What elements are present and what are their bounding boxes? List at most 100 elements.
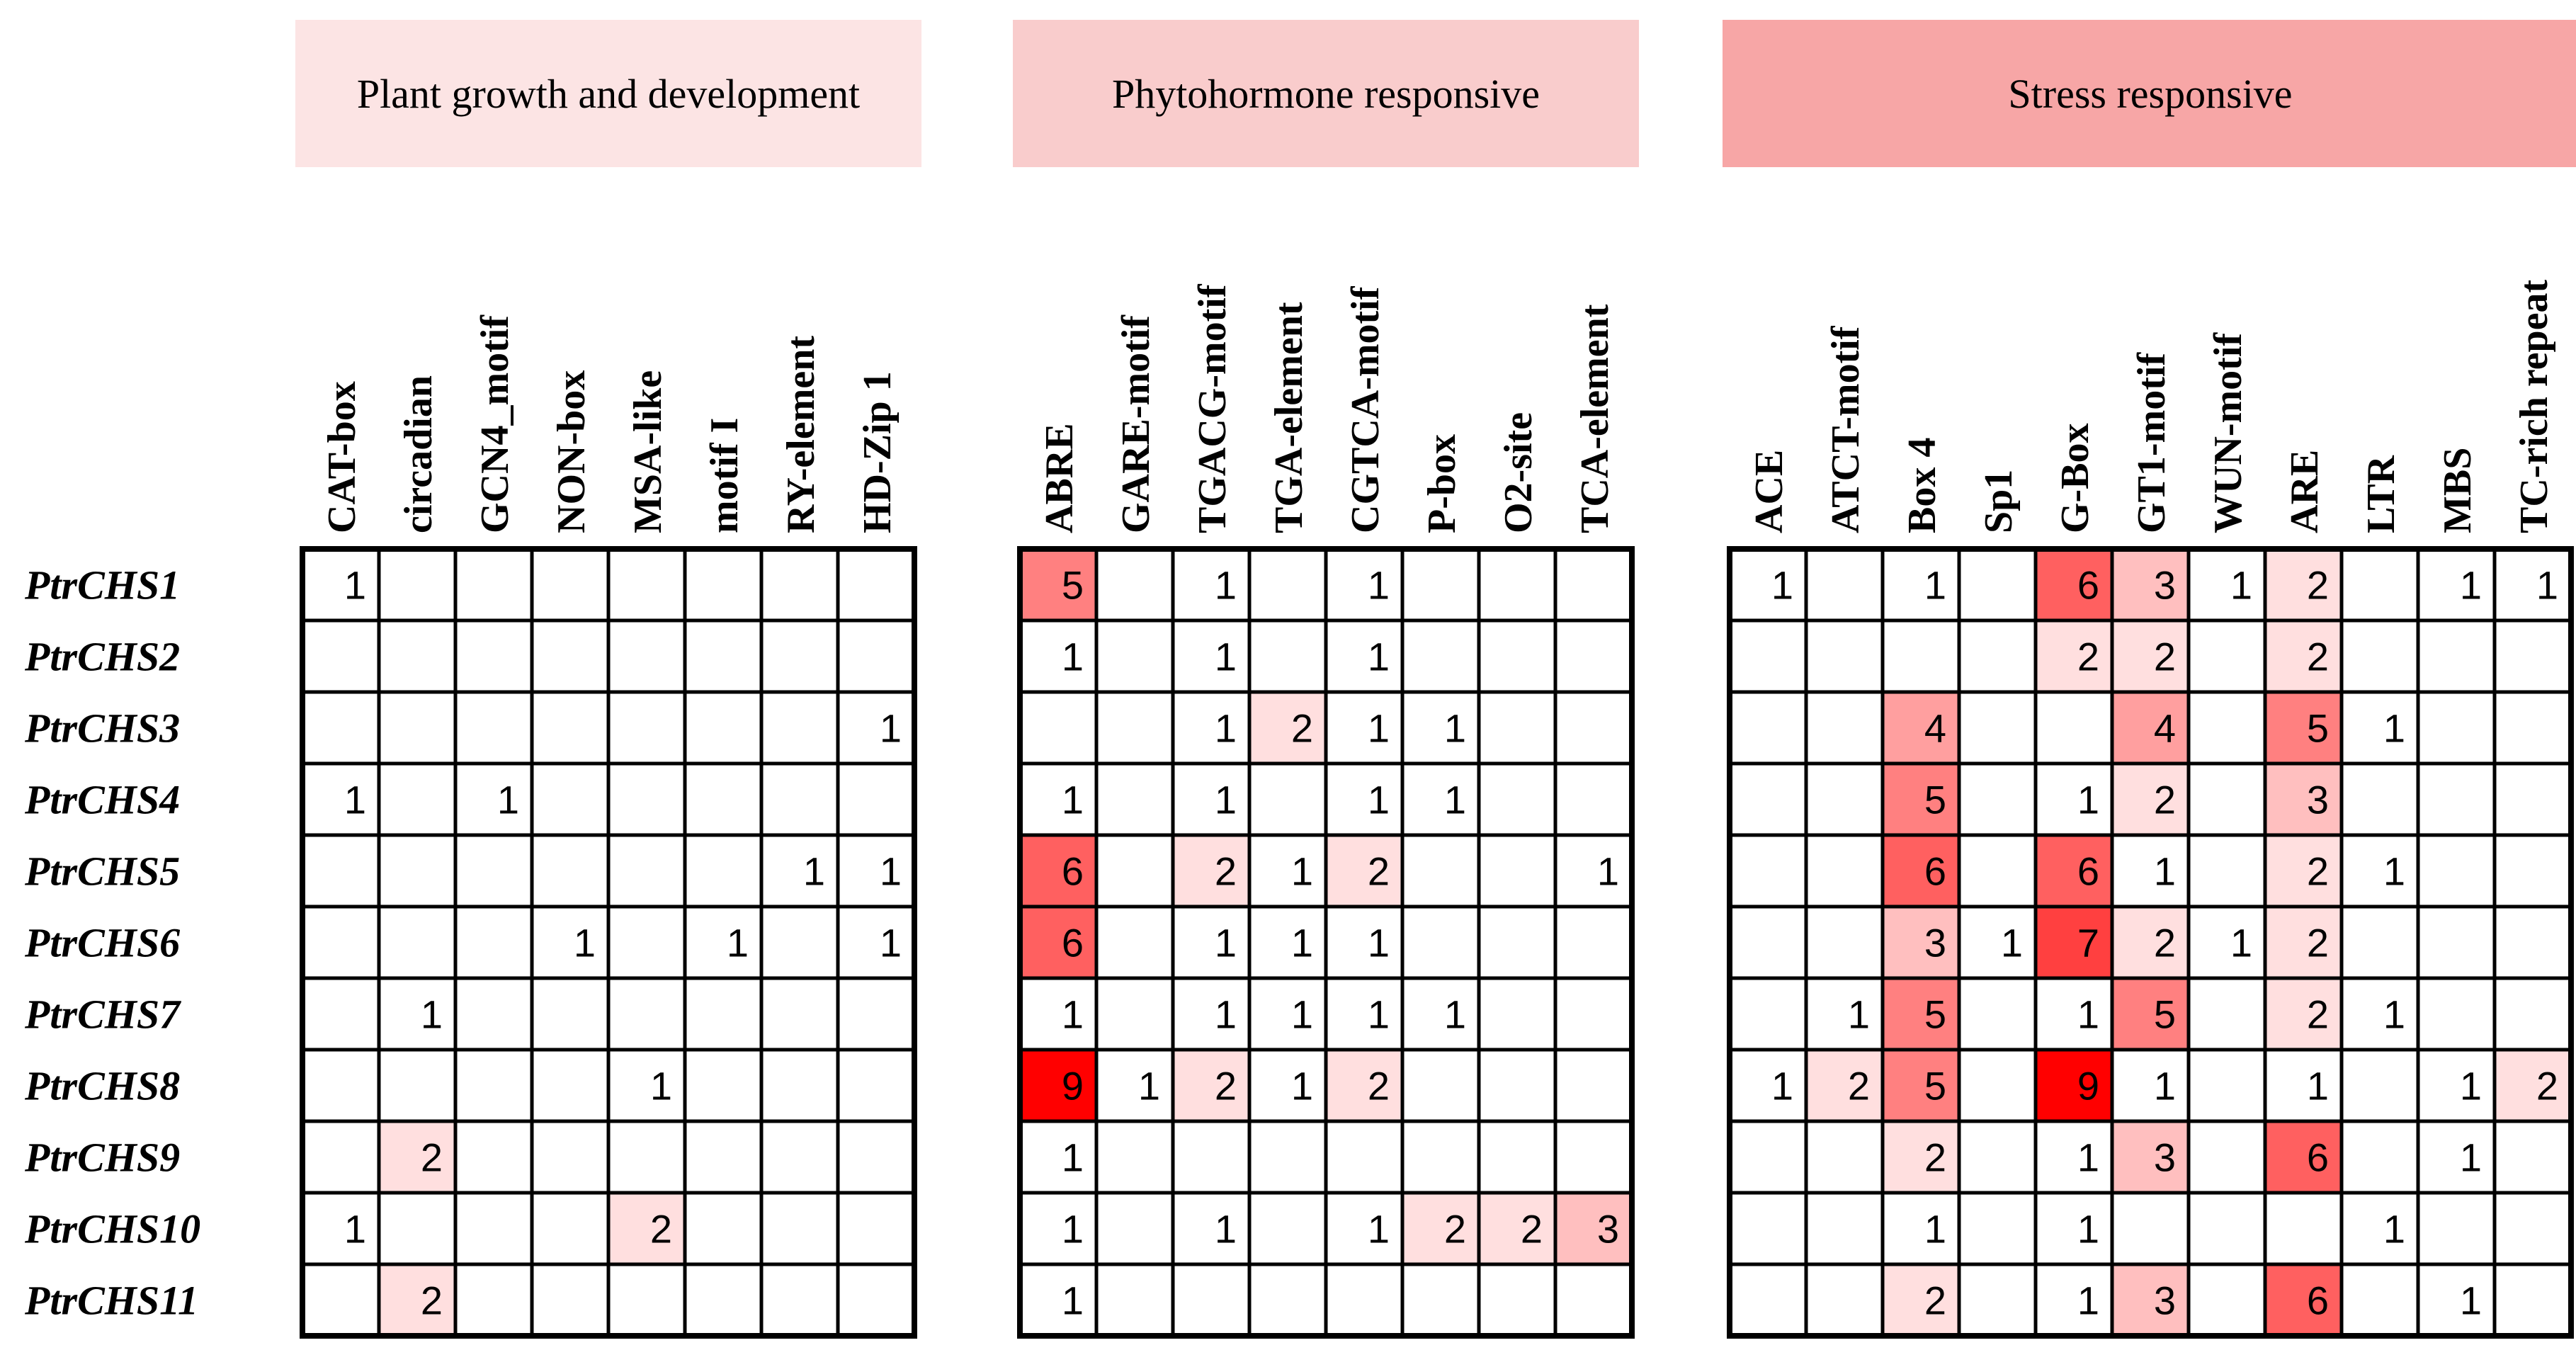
row-label-ptrchs6: PtrCHS6 (24, 920, 180, 966)
column-label-hd-zip-1: HD-Zip 1 (856, 371, 900, 533)
heatmap-cell-ptrchs8-ry-element (759, 1048, 840, 1123)
heatmap-cell-ptrchs9-are (2263, 1119, 2344, 1195)
cell-value-ptrchs4-box-4: 5 (1924, 778, 1946, 822)
heatmap-cell-ptrchs9-hd-zip-1 (836, 1119, 917, 1195)
column-label-motif-i: motif I (703, 418, 747, 533)
cell-value-ptrchs7-g-box: 1 (2077, 992, 2099, 1037)
cell-value-ptrchs8-tga-element: 1 (1291, 1064, 1313, 1108)
cell-value-ptrchs6-are: 2 (2307, 921, 2329, 965)
heatmap-cell-ptrchs7-mbs (2416, 976, 2497, 1052)
cell-value-ptrchs5-tca-element: 1 (1597, 849, 1619, 894)
heatmap-cell-ptrchs11-tga-element (1247, 1262, 1328, 1338)
heatmap-cell-ptrchs4-p-box (1400, 761, 1481, 837)
heatmap-cell-ptrchs7-ry-element (759, 976, 840, 1052)
heatmap-cell-ptrchs4-g-box (2033, 761, 2114, 837)
cell-value-ptrchs3-hd-zip-1: 1 (880, 706, 902, 751)
cell-value-ptrchs10-msa-like: 2 (650, 1207, 672, 1252)
cell-value-ptrchs7-tga-element: 1 (1291, 992, 1313, 1037)
cell-value-ptrchs10-cgtca-motif: 1 (1368, 1207, 1390, 1252)
heatmap-cell-ptrchs11-gcn4-motif (453, 1262, 534, 1338)
heatmap-cell-ptrchs2-p-box (1400, 618, 1481, 694)
heatmap-cell-ptrchs3-ry-element (759, 690, 840, 766)
cell-value-ptrchs8-gare-motif: 1 (1138, 1064, 1160, 1108)
heatmap-cell-ptrchs5-mbs (2416, 833, 2497, 909)
cell-value-ptrchs11-circadian: 2 (421, 1278, 443, 1323)
heatmap-cell-ptrchs1-sp1 (1957, 547, 2038, 623)
cell-value-ptrchs5-ltr: 1 (2383, 849, 2405, 894)
heatmap-cell-ptrchs9-motif-i (683, 1119, 764, 1195)
column-label-circadian: circadian (397, 375, 441, 533)
heatmap-cell-ptrchs10-circadian (377, 1191, 458, 1266)
heatmap-cell-ptrchs6-cat-box (300, 904, 381, 980)
heatmap-cell-ptrchs3-gcn4-motif (453, 690, 534, 766)
heatmap-cell-ptrchs8-hd-zip-1 (836, 1048, 917, 1123)
heatmap-cell-ptrchs4-hd-zip-1 (836, 761, 917, 837)
heatmap-cell-ptrchs2-atct-motif (1804, 618, 1885, 694)
cell-value-ptrchs9-g-box: 1 (2077, 1135, 2099, 1180)
heatmap-cell-ptrchs9-o2-site (1477, 1119, 1557, 1195)
column-label-cat-box: CAT-box (320, 381, 364, 533)
heatmap-cell-ptrchs2-tgacg-motif (1171, 618, 1252, 694)
heatmap-cell-ptrchs4-motif-i (683, 761, 764, 837)
heatmap-cell-ptrchs8-o2-site (1477, 1048, 1557, 1123)
heatmap-cell-ptrchs11-circadian (377, 1262, 458, 1338)
heatmap-cell-ptrchs5-ltr (2339, 833, 2420, 909)
cell-value-ptrchs1-wun-motif: 1 (2230, 563, 2252, 608)
heatmap-cell-ptrchs3-mbs (2416, 690, 2497, 766)
heatmap-cell-ptrchs5-tga-element (1247, 833, 1328, 909)
cell-value-ptrchs5-ry-element: 1 (803, 849, 825, 894)
heatmap-cell-ptrchs6-box-4 (1880, 904, 1961, 980)
column-label-mbs: MBS (2436, 448, 2480, 533)
heatmap-cell-ptrchs2-msa-like (606, 618, 687, 694)
heatmap-cell-ptrchs11-tgacg-motif (1171, 1262, 1252, 1338)
heatmap-cell-ptrchs7-o2-site (1477, 976, 1557, 1052)
heatmap-cell-ptrchs1-cgtca-motif (1324, 547, 1405, 623)
cell-value-ptrchs4-abre: 1 (1062, 778, 1084, 822)
heatmap-cell-ptrchs1-ace (1727, 547, 1808, 623)
column-label-gcn4-motif: GCN4_motif (473, 314, 517, 533)
heatmap-cell-ptrchs5-gt1-motif (2110, 833, 2191, 909)
heatmap-cell-ptrchs5-p-box (1400, 833, 1481, 909)
heatmap-cell-ptrchs8-motif-i (683, 1048, 764, 1123)
heatmap-cell-ptrchs11-p-box (1400, 1262, 1481, 1338)
heatmap-cell-ptrchs11-tca-element (1553, 1262, 1634, 1338)
heatmap-cell-ptrchs7-wun-motif (2186, 976, 2267, 1052)
heatmap-cell-ptrchs5-cgtca-motif (1324, 833, 1405, 909)
heatmap-cell-ptrchs4-cat-box (300, 761, 381, 837)
cell-value-ptrchs5-abre: 6 (1062, 849, 1084, 894)
cell-value-ptrchs6-abre: 6 (1062, 921, 1084, 965)
heatmap-cell-ptrchs7-msa-like (606, 976, 687, 1052)
cell-value-ptrchs8-abre: 9 (1062, 1064, 1084, 1108)
heatmap-cell-ptrchs4-sp1 (1957, 761, 2038, 837)
heatmap-cell-ptrchs11-msa-like (606, 1262, 687, 1338)
group-grid-border-plant-growth-and-development (300, 546, 917, 1339)
heatmap-cell-ptrchs11-g-box (2033, 1262, 2114, 1338)
cell-value-ptrchs9-mbs: 1 (2460, 1135, 2482, 1180)
cell-value-ptrchs1-tc-rich-repeat: 1 (2536, 563, 2558, 608)
heatmap-cell-ptrchs7-tc-rich-repeat (2492, 976, 2573, 1052)
heatmap-cell-ptrchs1-wun-motif (2186, 547, 2267, 623)
heatmap-cell-ptrchs11-sp1 (1957, 1262, 2038, 1338)
heatmap-cell-ptrchs5-tc-rich-repeat (2492, 833, 2573, 909)
cell-value-ptrchs5-g-box: 6 (2077, 849, 2099, 894)
cell-value-ptrchs2-g-box: 2 (2077, 635, 2099, 679)
cell-value-ptrchs4-p-box: 1 (1444, 778, 1466, 822)
heatmap-cell-ptrchs6-gare-motif (1094, 904, 1175, 980)
heatmap-cell-ptrchs5-ace (1727, 833, 1808, 909)
cell-value-ptrchs10-p-box: 2 (1444, 1207, 1466, 1252)
cell-value-ptrchs1-gt1-motif: 3 (2154, 563, 2176, 608)
heatmap-cell-ptrchs4-non-box (530, 761, 611, 837)
heatmap-cell-ptrchs9-ltr (2339, 1119, 2420, 1195)
heatmap-cell-ptrchs6-ltr (2339, 904, 2420, 980)
cell-value-ptrchs3-gt1-motif: 4 (2154, 706, 2176, 751)
cell-value-ptrchs8-tgacg-motif: 2 (1215, 1064, 1237, 1108)
column-label-ltr: LTR (2359, 455, 2403, 533)
heatmap-cell-ptrchs4-tc-rich-repeat (2492, 761, 2573, 837)
heatmap-cell-ptrchs5-sp1 (1957, 833, 2038, 909)
heatmap-cell-ptrchs6-tc-rich-repeat (2492, 904, 2573, 980)
heatmap-cell-ptrchs4-are (2263, 761, 2344, 837)
heatmap-cell-ptrchs3-box-4 (1880, 690, 1961, 766)
heatmap-cell-ptrchs6-gt1-motif (2110, 904, 2191, 980)
cell-value-ptrchs10-tca-element: 3 (1597, 1207, 1619, 1252)
heatmap-cell-ptrchs5-cat-box (300, 833, 381, 909)
